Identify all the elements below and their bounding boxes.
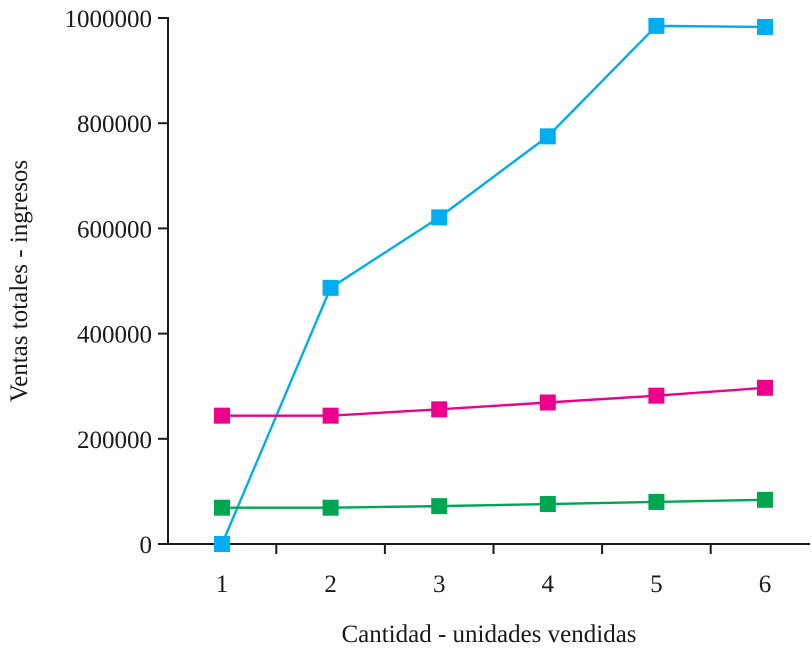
data-point-marker [214, 499, 230, 516]
x-tick-label: 5 [650, 571, 663, 598]
data-point-marker [757, 491, 773, 508]
x-tick-label: 1 [216, 571, 229, 598]
data-point-marker [214, 536, 230, 552]
data-point-marker [431, 498, 448, 515]
data-point-marker [214, 407, 230, 424]
series-line [220, 24, 766, 545]
data-point-marker [322, 279, 339, 296]
data-point-marker [431, 401, 448, 418]
series-line [222, 498, 766, 509]
series-3 [214, 491, 773, 516]
x-axis-ticks: 1 2 3 4 5 6 [216, 544, 772, 598]
data-point-marker [322, 499, 339, 516]
x-tick-label: 6 [759, 571, 772, 598]
series-group [214, 17, 773, 552]
data-point-marker [539, 128, 556, 145]
y-tick-label: 1000000 [65, 6, 153, 33]
x-tick-label: 4 [542, 571, 555, 598]
y-tick-label: 800000 [77, 111, 152, 138]
series-1 [214, 17, 773, 552]
data-point-marker [757, 18, 773, 35]
y-tick-label: 0 [140, 532, 153, 559]
data-point-marker [539, 394, 556, 411]
series-2 [214, 379, 773, 424]
data-point-marker [648, 387, 665, 404]
series-line [222, 386, 766, 417]
x-tick-label: 2 [324, 571, 337, 598]
data-point-marker [539, 496, 556, 513]
x-tick-label: 3 [433, 571, 446, 598]
data-point-marker [757, 379, 773, 396]
data-point-marker [322, 407, 339, 424]
data-point-marker [648, 17, 665, 34]
y-tick-label: 200000 [77, 427, 152, 454]
x-axis-title: Cantidad - unidades vendidas [341, 621, 636, 648]
y-axis-ticks: 0 200000 400000 600000 800000 1000000 [65, 6, 168, 559]
y-tick-label: 600000 [77, 216, 152, 243]
data-point-marker [648, 493, 665, 510]
data-point-marker [431, 209, 448, 226]
y-tick-label: 400000 [77, 322, 152, 349]
y-axis-title: Ventas totales - ingresos [6, 160, 33, 402]
